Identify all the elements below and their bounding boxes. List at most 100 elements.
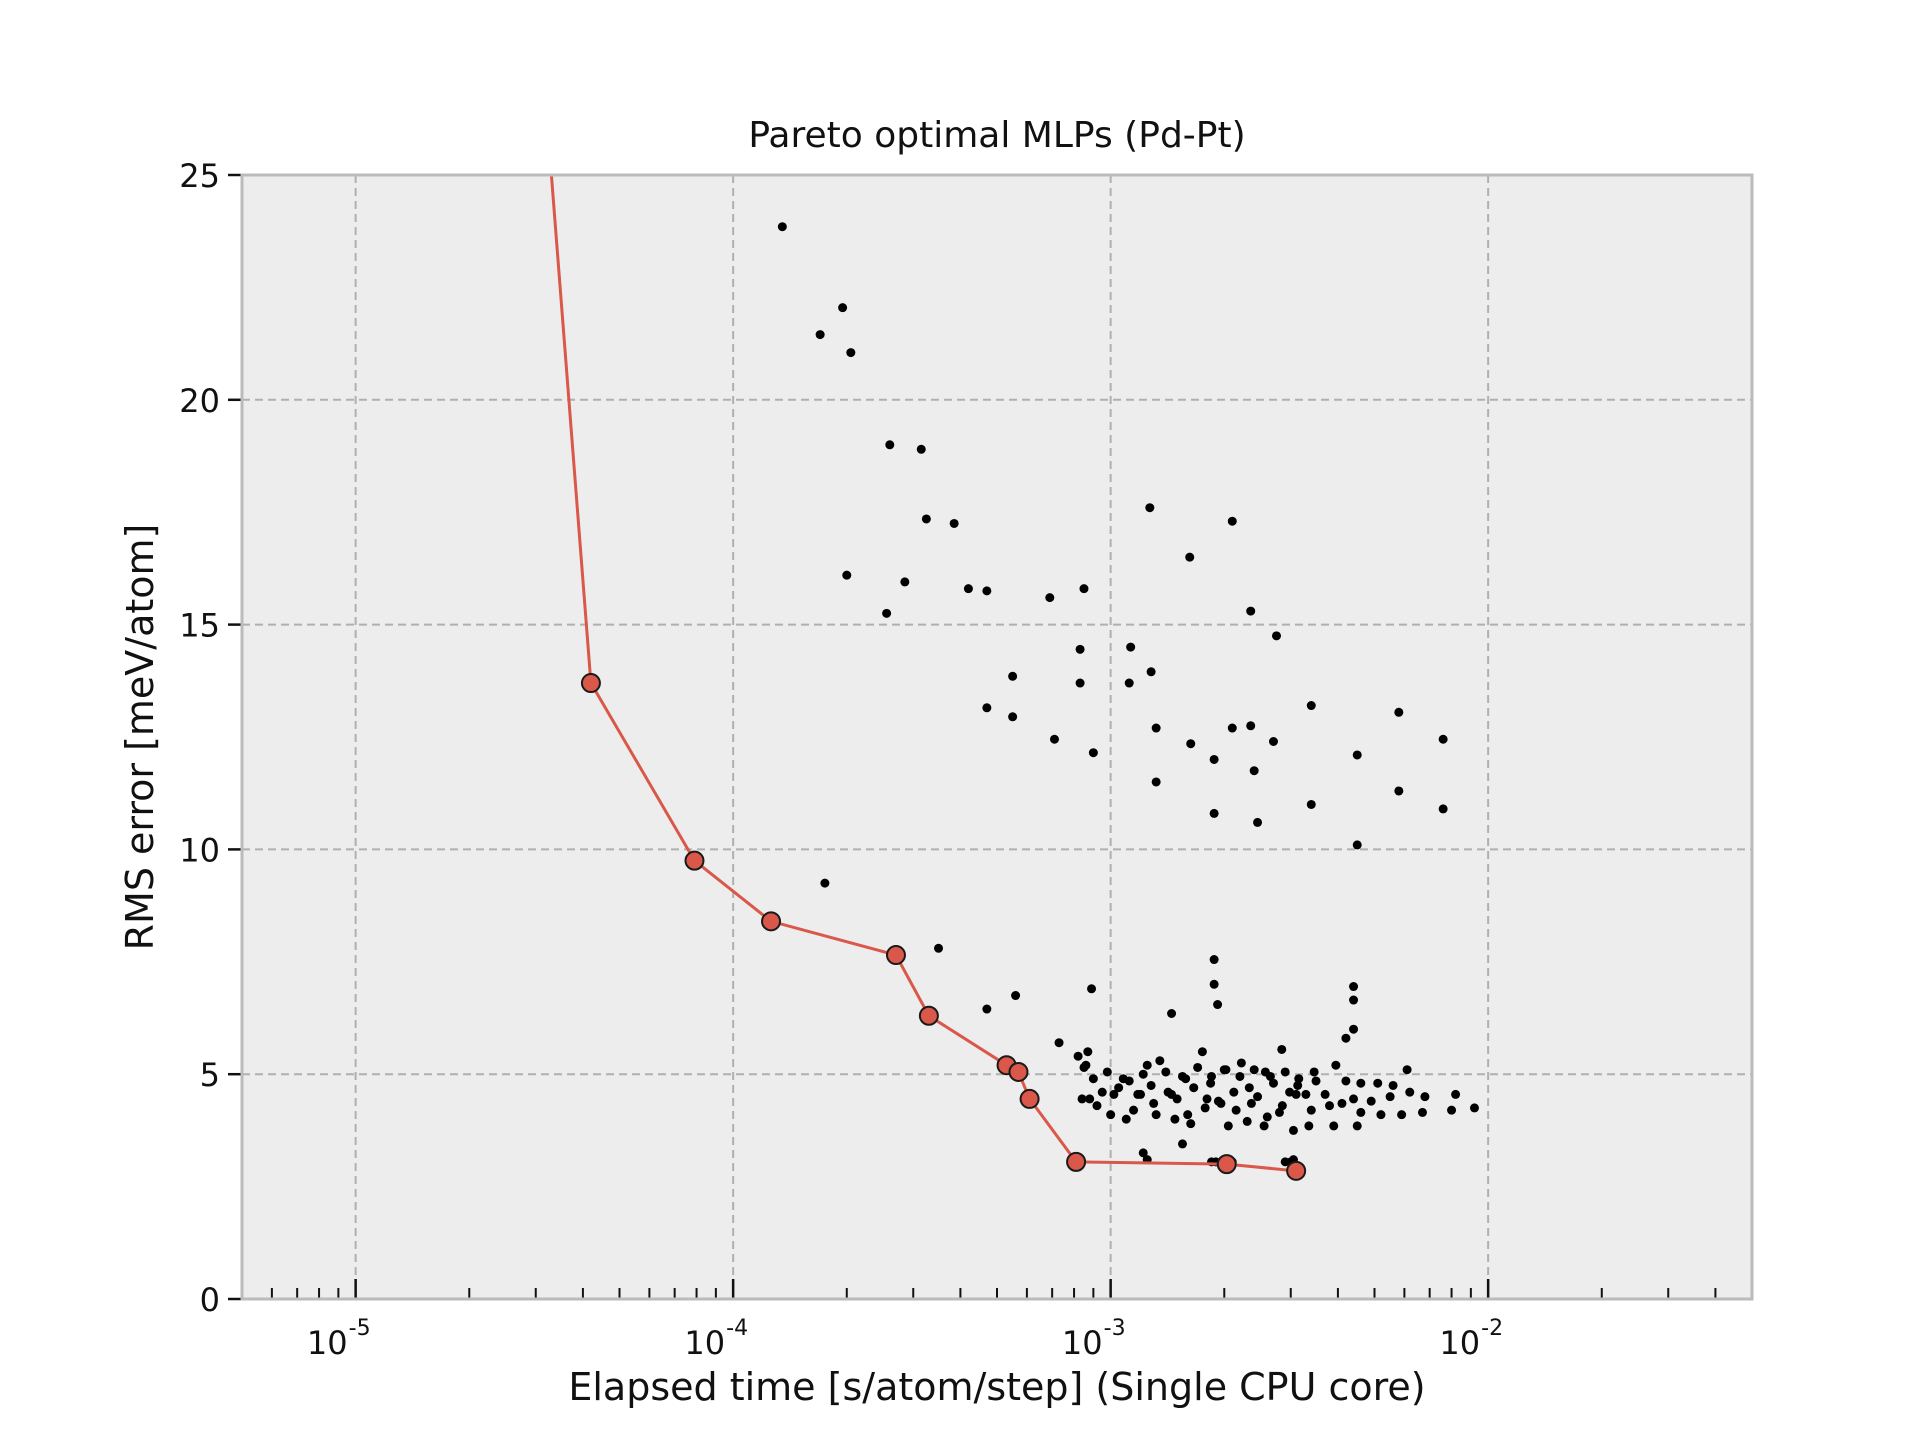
model-point <box>1246 721 1256 731</box>
model-point <box>1231 1105 1241 1115</box>
model-point <box>1352 750 1362 760</box>
model-point <box>1349 995 1359 1005</box>
model-point <box>1352 1121 1362 1131</box>
model-point <box>1249 1065 1259 1075</box>
model-point <box>882 608 892 618</box>
pareto-point <box>1019 1088 1040 1109</box>
model-point <box>1325 1101 1335 1111</box>
model-point <box>1376 1110 1386 1120</box>
model-point <box>1077 1094 1087 1104</box>
model-point <box>1402 1065 1412 1075</box>
model-point <box>838 303 848 313</box>
model-point <box>1349 982 1359 992</box>
chart-title: Pareto optimal MLPs (Pd-Pt) <box>748 115 1245 156</box>
model-point <box>1356 1078 1366 1088</box>
x-tick-exponent: -4 <box>726 1316 748 1341</box>
model-point <box>1114 1083 1124 1093</box>
model-point <box>916 444 926 454</box>
model-point <box>1451 1089 1461 1099</box>
model-point <box>1149 1098 1159 1108</box>
model-point <box>1167 1009 1177 1019</box>
model-point <box>982 586 992 596</box>
model-point <box>1008 712 1018 722</box>
model-point <box>1155 1056 1165 1066</box>
model-point <box>1268 736 1278 746</box>
model-point <box>1088 748 1098 758</box>
x-tick-label: 10 <box>1439 1324 1480 1362</box>
y-axis-label: RMS error [meV/atom] <box>118 524 162 951</box>
model-point <box>1306 799 1316 809</box>
pareto-point <box>885 945 906 966</box>
model-point <box>1209 808 1219 818</box>
model-point <box>1304 1121 1314 1131</box>
model-point <box>1129 1105 1139 1115</box>
model-point <box>1385 1092 1395 1102</box>
model-point <box>1209 754 1219 764</box>
model-point <box>1405 1087 1415 1097</box>
model-point <box>1397 1110 1407 1120</box>
model-point <box>1306 1105 1316 1115</box>
model-point <box>1306 701 1316 711</box>
pareto-point <box>1216 1154 1237 1175</box>
pareto-point <box>1066 1151 1087 1172</box>
model-point <box>1177 1139 1187 1149</box>
model-point <box>1186 1119 1196 1129</box>
model-point <box>1288 1125 1298 1135</box>
model-point <box>1138 1069 1148 1079</box>
model-point <box>1206 1071 1216 1081</box>
x-axis-label: Elapsed time [s/atom/step] (Single CPU c… <box>568 1365 1425 1409</box>
model-point <box>1136 1089 1146 1099</box>
model-point <box>1177 1071 1187 1081</box>
model-point <box>1394 786 1404 796</box>
y-tick-label: 10 <box>179 831 220 869</box>
model-point <box>1145 503 1155 513</box>
model-point <box>1249 766 1259 776</box>
model-point <box>1213 1000 1223 1010</box>
x-tick-exponent: -3 <box>1104 1316 1126 1341</box>
model-point <box>1311 1076 1321 1086</box>
model-point <box>1349 1024 1359 1034</box>
model-point <box>1121 1114 1131 1124</box>
model-point <box>1366 1096 1376 1106</box>
model-point <box>1079 1062 1089 1072</box>
y-tick-label: 15 <box>179 607 220 645</box>
model-point <box>1126 642 1136 652</box>
model-point <box>1097 1087 1107 1097</box>
x-tick-label: 10 <box>1062 1324 1103 1362</box>
model-point <box>1227 516 1237 526</box>
model-point <box>949 518 959 528</box>
model-point <box>1146 1080 1156 1090</box>
model-point <box>1274 1107 1284 1117</box>
model-point <box>1216 1098 1226 1108</box>
model-point <box>1151 777 1161 787</box>
model-point <box>1142 1060 1152 1070</box>
model-point <box>1209 955 1219 965</box>
model-point <box>1420 1092 1430 1102</box>
model-point <box>820 878 830 888</box>
model-point <box>1138 1148 1148 1158</box>
model-point <box>1337 1098 1347 1108</box>
model-point <box>1209 979 1219 989</box>
model-point <box>1469 1103 1479 1113</box>
y-tick-label: 20 <box>179 382 220 420</box>
model-point <box>1293 1080 1303 1090</box>
model-point <box>1008 671 1018 681</box>
model-point <box>1223 1121 1233 1131</box>
model-point <box>1161 1067 1171 1077</box>
model-point <box>1167 1089 1177 1099</box>
model-point <box>900 577 910 587</box>
model-point <box>846 348 856 358</box>
plot-area <box>242 175 1752 1299</box>
model-point <box>1352 840 1362 850</box>
model-point <box>1294 1074 1304 1084</box>
model-point <box>1085 1094 1095 1104</box>
model-point <box>1438 734 1448 744</box>
model-point <box>1102 1067 1112 1077</box>
pareto-line <box>549 174 1297 1173</box>
model-point <box>1265 1071 1275 1081</box>
model-point <box>1309 1067 1319 1077</box>
model-point <box>1073 1051 1083 1061</box>
x-tick-exponent: -2 <box>1481 1316 1503 1341</box>
model-point <box>1447 1105 1457 1115</box>
